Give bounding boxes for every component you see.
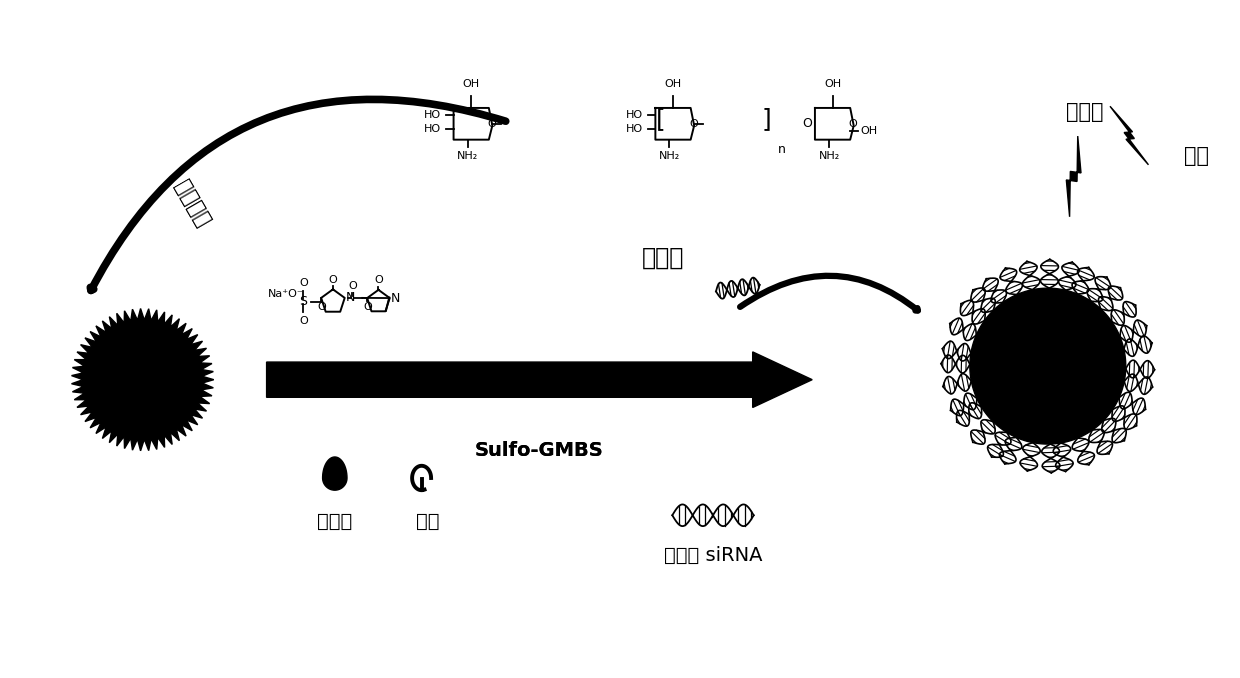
Text: n: n	[779, 142, 786, 156]
Text: ]: ]	[761, 106, 771, 131]
Polygon shape	[1110, 106, 1148, 165]
Text: Na⁺O⁻: Na⁺O⁻	[268, 289, 303, 299]
Text: O: O	[802, 117, 812, 130]
Text: OH: OH	[463, 79, 480, 89]
Polygon shape	[322, 457, 347, 490]
FancyArrowPatch shape	[740, 276, 918, 311]
Text: OH: OH	[665, 79, 682, 89]
Text: 壳聚糖: 壳聚糖	[642, 245, 684, 270]
Text: 紫外光: 紫外光	[1066, 102, 1104, 122]
Polygon shape	[72, 308, 213, 451]
Polygon shape	[1066, 136, 1081, 217]
Text: O: O	[374, 275, 383, 285]
Text: O: O	[487, 119, 496, 129]
Text: NH₂: NH₂	[818, 151, 839, 161]
Text: 水热反应: 水热反应	[171, 177, 213, 230]
Text: S: S	[299, 295, 308, 308]
Text: O: O	[363, 302, 372, 312]
FancyArrow shape	[267, 352, 812, 407]
Polygon shape	[83, 320, 202, 380]
Text: O: O	[299, 316, 308, 326]
FancyArrowPatch shape	[91, 100, 506, 290]
Text: HO: HO	[424, 124, 441, 134]
Polygon shape	[970, 288, 1126, 444]
Text: 巯基化 siRNA: 巯基化 siRNA	[663, 546, 763, 565]
Text: 蓝光: 蓝光	[1184, 146, 1209, 166]
Text: O: O	[317, 302, 326, 312]
Text: O: O	[689, 119, 698, 129]
Text: NH₂: NH₂	[658, 151, 680, 161]
Text: NH₂: NH₂	[458, 151, 479, 161]
Text: Sulfo-GMBS: Sulfo-GMBS	[475, 441, 604, 460]
Text: 伯氨基: 伯氨基	[317, 512, 352, 531]
Text: Sulfo-GMBS: Sulfo-GMBS	[475, 441, 604, 460]
Text: O: O	[329, 275, 337, 285]
Text: HO: HO	[626, 124, 644, 134]
Text: N: N	[391, 292, 401, 304]
Text: [: [	[656, 106, 666, 131]
Text: OH: OH	[825, 79, 841, 89]
Text: O: O	[299, 277, 308, 287]
Text: OH: OH	[861, 126, 877, 136]
Text: O: O	[848, 119, 857, 129]
Text: HO: HO	[626, 110, 644, 120]
Text: 巯基: 巯基	[417, 512, 439, 531]
Text: O: O	[348, 281, 357, 292]
Text: HO: HO	[424, 110, 441, 120]
Polygon shape	[83, 320, 202, 439]
Text: N: N	[346, 292, 356, 304]
